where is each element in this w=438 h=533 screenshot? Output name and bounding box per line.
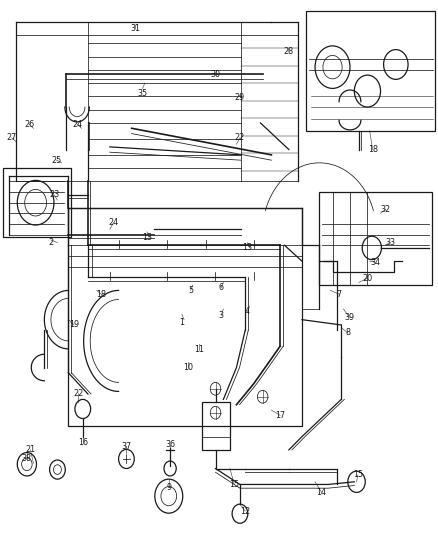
Text: 27: 27 (7, 133, 17, 142)
Text: 15: 15 (353, 471, 363, 479)
Text: 16: 16 (78, 439, 88, 448)
Text: 5: 5 (188, 286, 193, 295)
Text: 39: 39 (344, 312, 354, 321)
Text: 9: 9 (166, 482, 171, 491)
Text: 12: 12 (240, 506, 250, 515)
Text: 34: 34 (370, 258, 380, 266)
Text: 11: 11 (194, 345, 205, 354)
Text: 35: 35 (138, 89, 148, 98)
Text: 3: 3 (219, 311, 224, 320)
Text: 6: 6 (219, 283, 224, 292)
Text: 4: 4 (245, 307, 250, 316)
Text: 22: 22 (235, 133, 245, 142)
Text: 24: 24 (72, 119, 82, 128)
Text: 30: 30 (211, 70, 220, 78)
Text: 13: 13 (242, 244, 252, 253)
Text: 29: 29 (235, 93, 245, 102)
Text: 14: 14 (317, 488, 327, 497)
Bar (318, 192, 432, 285)
Text: 23: 23 (49, 190, 59, 199)
Text: 33: 33 (385, 238, 395, 247)
Text: 28: 28 (283, 47, 293, 55)
Bar (201, 402, 230, 450)
Text: 31: 31 (130, 24, 140, 33)
Text: 25: 25 (51, 156, 62, 165)
Text: 13: 13 (142, 233, 152, 242)
Text: 26: 26 (24, 119, 34, 128)
Text: 18: 18 (96, 289, 106, 298)
Bar (3, 168, 71, 237)
Text: 7: 7 (336, 289, 342, 298)
Text: 36: 36 (165, 440, 175, 449)
Text: 1: 1 (180, 318, 184, 327)
Bar (306, 11, 435, 131)
Text: 8: 8 (345, 328, 350, 337)
Text: 37: 37 (121, 442, 131, 451)
Text: 24: 24 (108, 219, 118, 228)
Text: 21: 21 (25, 446, 35, 455)
Text: 22: 22 (73, 389, 84, 398)
Text: 19: 19 (69, 320, 79, 329)
Text: 15: 15 (229, 480, 239, 489)
Text: 10: 10 (184, 363, 194, 372)
Text: 32: 32 (381, 205, 391, 214)
Text: 18: 18 (367, 145, 378, 154)
Text: 2: 2 (48, 238, 53, 247)
Text: 20: 20 (362, 273, 372, 282)
Text: 17: 17 (275, 411, 285, 420)
Text: 38: 38 (22, 455, 32, 463)
